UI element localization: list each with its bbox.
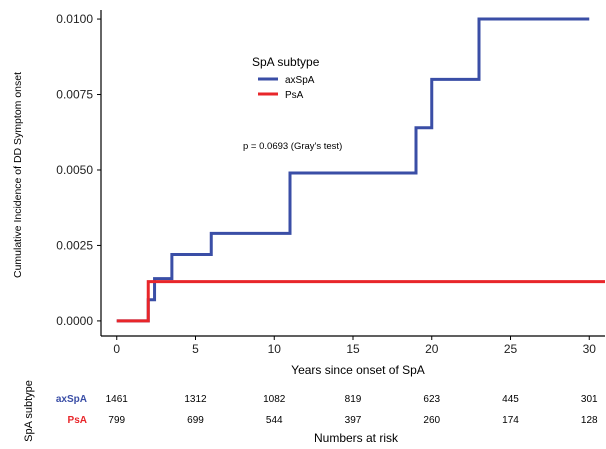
x-tick-label: 25 xyxy=(504,342,518,356)
p-value-annotation: p = 0.0693 (Gray's test) xyxy=(243,141,342,152)
risk-value: 445 xyxy=(502,394,519,405)
x-tick-label: 0 xyxy=(113,342,120,356)
series-line-axspa xyxy=(116,17,590,323)
risk-value: 1082 xyxy=(263,394,286,405)
y-tick-label: 0.0025 xyxy=(56,238,93,252)
y-axis-title: Cumulative Incidence of DD Symptom onset xyxy=(12,72,24,278)
series-lines xyxy=(116,17,605,323)
y-tick-label: 0.0050 xyxy=(56,163,93,177)
risk-value: 544 xyxy=(266,415,283,426)
axes: 0.0000 0.0025 0.0050 0.0075 0.0100 0 5 10 15 20 25… xyxy=(56,10,605,356)
legend: SpA subtype axSpA PsA xyxy=(252,55,320,101)
x-tick-label: 30 xyxy=(583,342,597,356)
risk-table-ylabel: SpA subtype xyxy=(23,380,35,442)
risk-row-label: PsA xyxy=(68,415,87,426)
risk-value: 799 xyxy=(108,415,125,426)
x-tick-label: 5 xyxy=(192,342,199,356)
risk-value: 1461 xyxy=(106,394,129,405)
series-line-psa xyxy=(116,280,605,323)
legend-label: PsA xyxy=(285,90,304,101)
risk-value: 623 xyxy=(423,394,440,405)
risk-value: 128 xyxy=(581,415,598,426)
risk-value: 301 xyxy=(581,394,598,405)
x-tick-label: 10 xyxy=(268,342,282,356)
y-tick-label: 0.0100 xyxy=(56,12,93,26)
x-tick-label: 20 xyxy=(425,342,439,356)
risk-value: 397 xyxy=(345,415,362,426)
risk-value: 260 xyxy=(423,415,440,426)
x-tick-label: 15 xyxy=(346,342,360,356)
y-tick-label: 0.0075 xyxy=(56,88,93,102)
risk-table-title: Numbers at risk xyxy=(314,431,399,445)
legend-title: SpA subtype xyxy=(252,55,320,69)
risk-value: 174 xyxy=(502,415,519,426)
risk-value: 1312 xyxy=(184,394,207,405)
risk-row-label: axSpA xyxy=(56,394,87,405)
risk-value: 819 xyxy=(345,394,362,405)
risk-value: 699 xyxy=(187,415,204,426)
y-tick-label: 0.0000 xyxy=(56,314,93,328)
x-axis-title: Years since onset of SpA xyxy=(291,363,425,377)
legend-label: axSpA xyxy=(285,75,315,86)
risk-table: axSpA 1461 1312 1082 819 623 445 301 PsA 799 699 54… xyxy=(56,394,598,426)
